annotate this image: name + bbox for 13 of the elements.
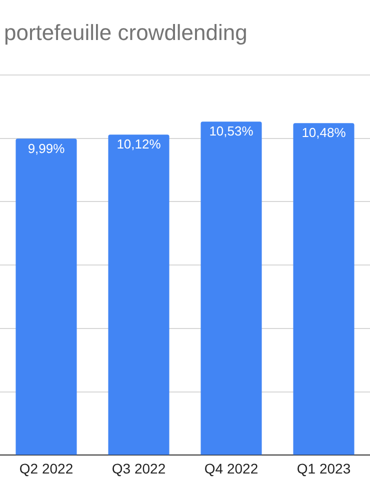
chart-title: portefeuille crowdlending <box>4 20 248 46</box>
data-label: 10,48% <box>302 125 346 140</box>
bar <box>200 122 262 455</box>
bar <box>16 138 77 455</box>
x-tick-label: Q1 2023 <box>296 460 351 476</box>
x-tick-label: Q4 2022 <box>204 460 258 476</box>
bar <box>108 134 170 455</box>
data-label: 10,53% <box>209 124 254 139</box>
data-label: 9,99% <box>28 140 66 156</box>
bar <box>293 123 354 455</box>
x-tick-label: Q2 2022 <box>19 460 74 476</box>
data-label: 10,12% <box>116 136 162 152</box>
x-tick-label: Q3 2022 <box>112 460 166 476</box>
